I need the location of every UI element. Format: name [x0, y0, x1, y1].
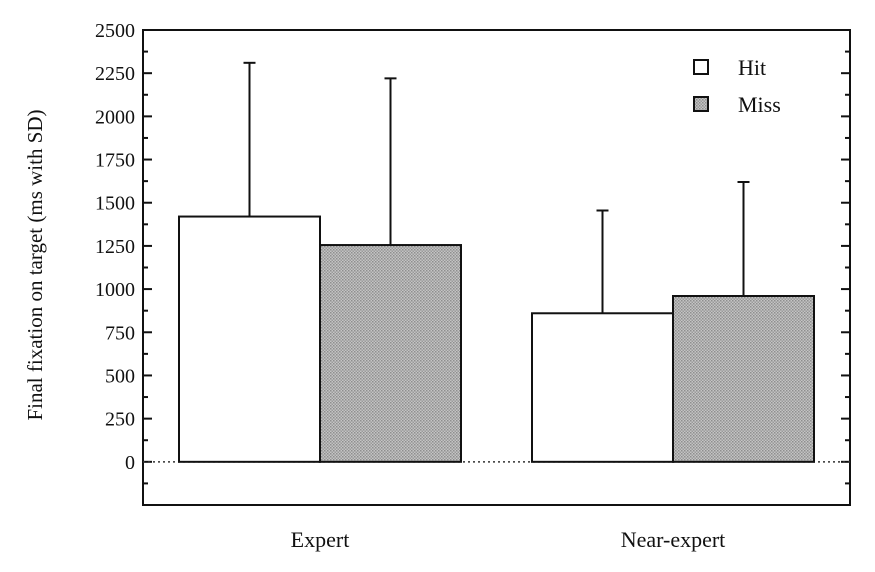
bar-expert-hit	[178, 215, 321, 463]
legend-label-hit: Hit	[738, 55, 766, 80]
y-tick-label: 2250	[95, 63, 135, 85]
x-category-label: Expert	[291, 527, 350, 552]
bars	[178, 61, 815, 463]
y-tick-label: 0	[125, 452, 135, 474]
x-category-label: Near-expert	[621, 527, 726, 552]
y-tick-label: 2500	[95, 20, 135, 42]
legend: Hit Miss	[693, 55, 781, 117]
y-tick-label: 750	[105, 322, 135, 344]
y-tick-label: 1250	[95, 236, 135, 258]
y-tick-label: 1750	[95, 150, 135, 172]
legend-label-miss: Miss	[738, 92, 781, 117]
y-axis-label: Final fixation on target (ms with SD)	[23, 109, 47, 420]
bar-near-expert-hit	[531, 312, 674, 463]
y-tick-label: 250	[105, 409, 135, 431]
y-tick-label: 1000	[95, 279, 135, 301]
y-tick-label: 1500	[95, 193, 135, 215]
y-tick-label: 2000	[95, 106, 135, 128]
bar-near-expert-miss	[672, 295, 815, 463]
legend-swatch-miss	[693, 96, 709, 112]
y-axis-ticks: 0 250 500 750 1000 1250 1500 1750 2000 2250 2500	[95, 20, 850, 506]
x-axis-labels: Expert Near-expert	[291, 527, 726, 552]
legend-swatch-hit	[693, 59, 709, 75]
y-tick-label: 500	[105, 365, 135, 387]
bar-expert-miss	[319, 244, 462, 463]
